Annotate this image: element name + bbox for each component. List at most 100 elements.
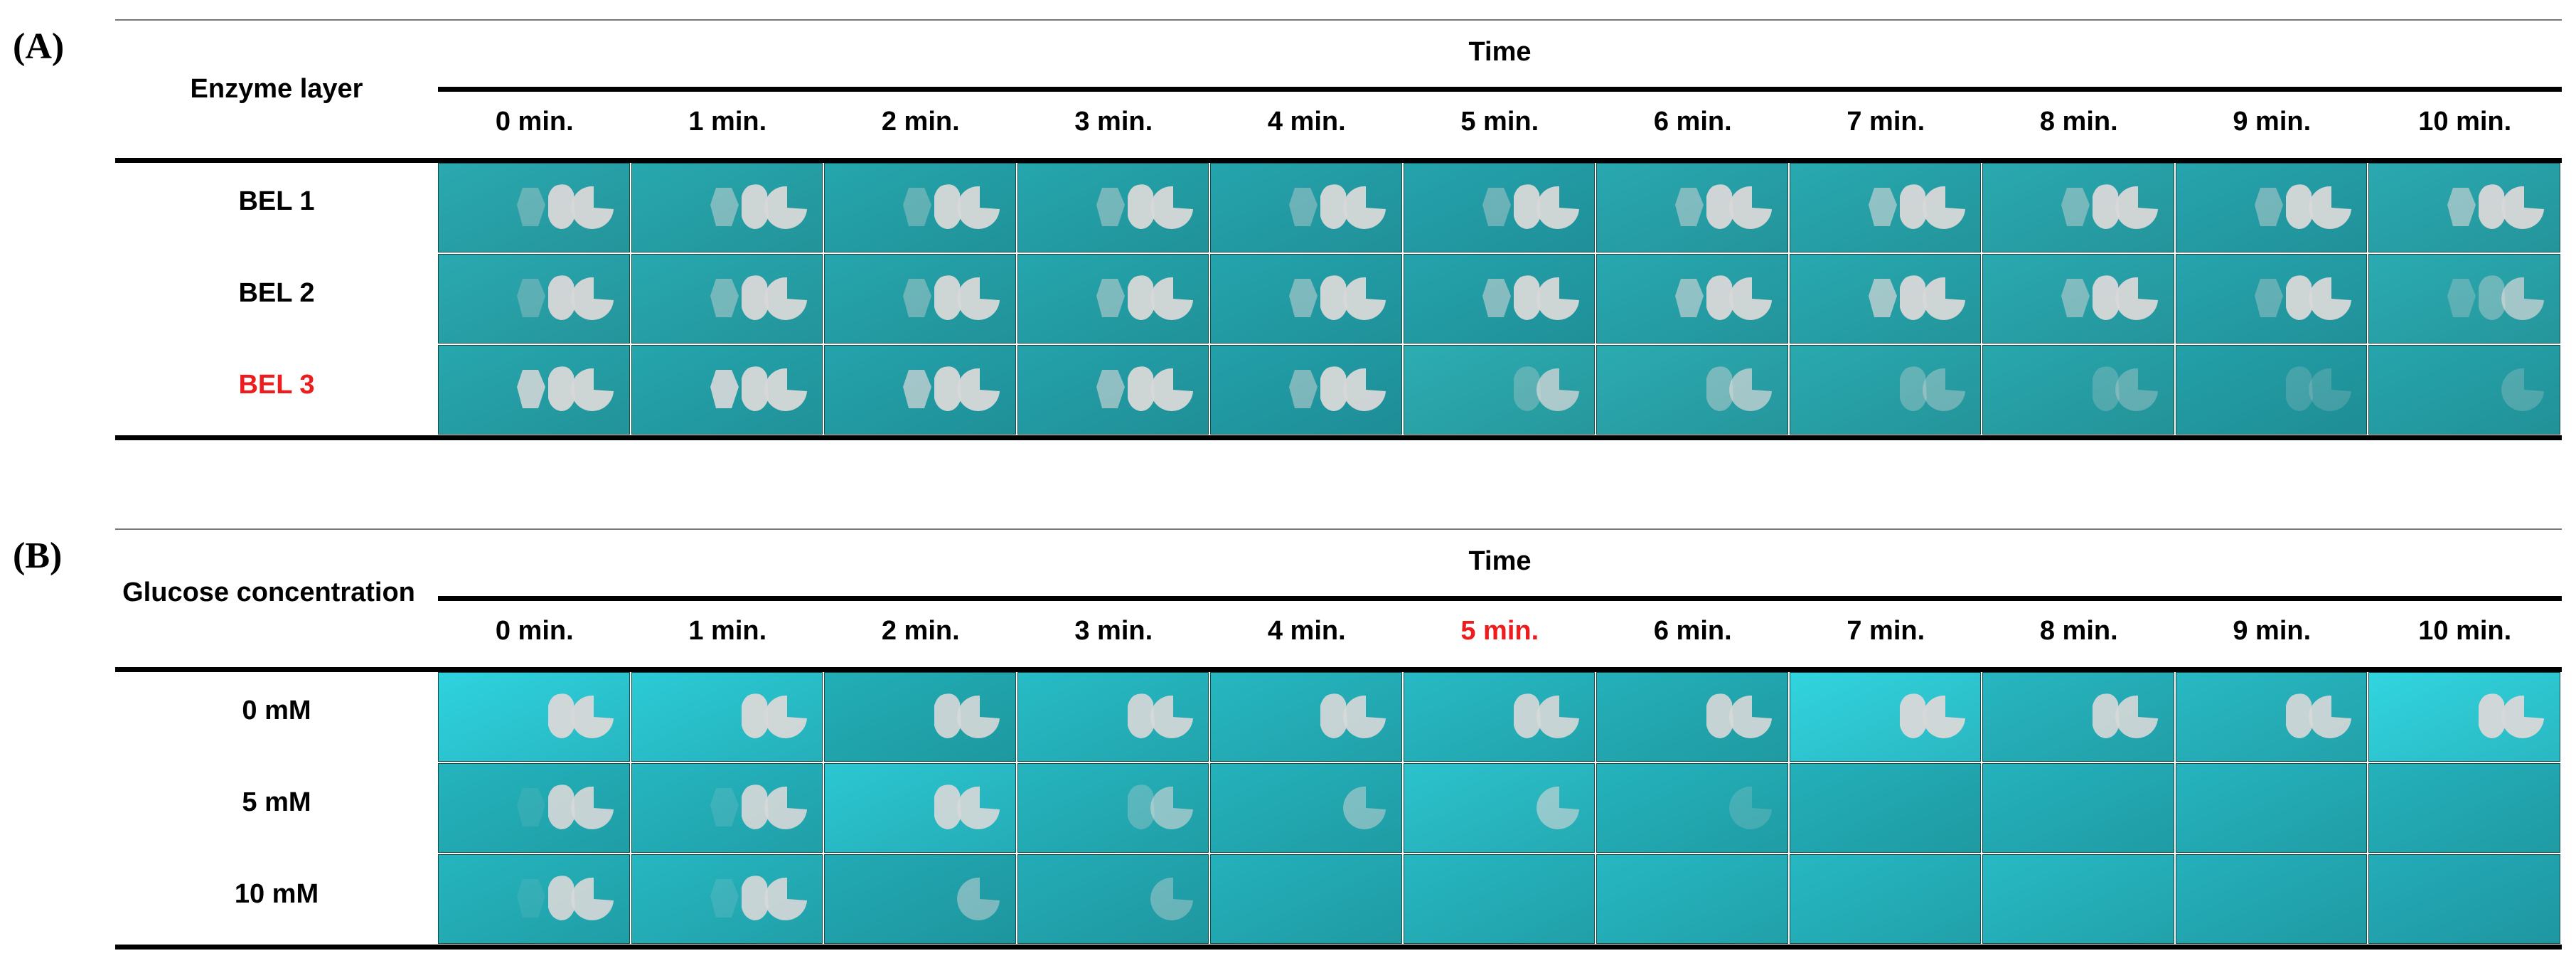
pentagon-shape	[517, 788, 545, 826]
sensor-photo	[631, 854, 823, 944]
column-header: 4 min.	[1267, 107, 1346, 137]
crescent-shape	[957, 368, 1000, 411]
crescent-shape	[1729, 695, 1772, 738]
sensor-photo	[2175, 854, 2367, 944]
row-header: Glucose concentration	[122, 578, 415, 607]
hexagon-shape	[1706, 275, 1733, 320]
crescent-shape	[2501, 277, 2544, 320]
hexagon-shape	[1127, 275, 1155, 320]
crescent-shape	[1922, 368, 1965, 411]
column-header: 8 min.	[2039, 107, 2118, 137]
pentagon-shape	[1675, 188, 1704, 226]
sensor-photo	[1403, 254, 1595, 344]
pentagon-shape	[710, 188, 739, 226]
crescent-shape	[957, 277, 1000, 320]
hexagon-shape	[548, 366, 575, 411]
pentagon-shape	[1289, 279, 1318, 317]
sensor-photo	[631, 672, 823, 762]
image-grid	[438, 672, 2562, 945]
crescent-shape	[1150, 695, 1193, 738]
crescent-shape	[571, 877, 614, 920]
hexagon-shape	[741, 366, 769, 411]
crescent-shape	[1343, 186, 1386, 229]
hexagon-shape	[1320, 366, 1347, 411]
column-header: 8 min.	[2039, 616, 2118, 646]
hexagon-shape	[1127, 784, 1155, 829]
hexagon-shape	[548, 184, 575, 229]
crescent-shape	[1729, 368, 1772, 411]
hexagon-shape	[1127, 693, 1155, 738]
row-label: BEL 3	[238, 370, 315, 400]
crescent-shape	[2308, 186, 2351, 229]
sensor-photo	[1982, 672, 2174, 762]
sensor-photo	[1017, 254, 1209, 344]
hexagon-shape	[2479, 184, 2506, 229]
row-label: 5 mM	[242, 787, 311, 817]
column-header: 3 min.	[1074, 107, 1153, 137]
hexagon-shape	[2093, 184, 2120, 229]
pentagon-shape	[2254, 279, 2283, 317]
crescent-shape	[2501, 695, 2544, 738]
crescent-shape	[1150, 877, 1193, 920]
time-rule	[438, 87, 2562, 92]
hexagon-shape	[2093, 366, 2120, 411]
hexagon-shape	[1513, 693, 1541, 738]
crescent-shape	[1150, 786, 1193, 829]
crescent-shape	[957, 786, 1000, 829]
sensor-photo	[631, 763, 823, 853]
column-header: 10 min.	[2418, 616, 2512, 646]
pentagon-shape	[2061, 188, 2090, 226]
crescent-shape	[1922, 186, 1965, 229]
crescent-shape	[764, 695, 807, 738]
pentagon-shape	[710, 279, 739, 317]
pentagon-shape	[903, 370, 931, 408]
pentagon-shape	[710, 788, 739, 826]
pentagon-shape	[517, 879, 545, 918]
hexagon-shape	[1513, 184, 1541, 229]
crescent-shape	[1536, 786, 1579, 829]
sensor-photo	[1596, 345, 1788, 435]
hexagon-shape	[1899, 693, 1927, 738]
pentagon-shape	[1096, 279, 1125, 317]
sensor-photo	[1789, 854, 1981, 944]
column-header: 2 min.	[881, 107, 960, 137]
column-header: 9 min.	[2233, 616, 2312, 646]
crescent-shape	[1343, 695, 1386, 738]
column-header: 0 min.	[495, 616, 574, 646]
crescent-shape	[1343, 786, 1386, 829]
sensor-photo	[631, 345, 823, 435]
crescent-shape	[1536, 695, 1579, 738]
hexagon-shape	[741, 876, 769, 920]
column-header: 3 min.	[1074, 616, 1153, 646]
sensor-photo	[2175, 763, 2367, 853]
column-header: 1 min.	[688, 616, 767, 646]
sensor-photo	[1982, 854, 2174, 944]
column-header: 7 min.	[1847, 616, 1925, 646]
sensor-photo	[438, 854, 630, 944]
sensor-photo	[1403, 345, 1595, 435]
crescent-shape	[1729, 186, 1772, 229]
crescent-shape	[764, 786, 807, 829]
sensor-photo	[2368, 163, 2560, 252]
hexagon-shape	[741, 275, 769, 320]
crescent-shape	[1150, 368, 1193, 411]
column-header: 7 min.	[1847, 107, 1925, 137]
sensor-photo	[824, 854, 1016, 944]
crescent-shape	[2115, 368, 2158, 411]
sensor-photo	[2368, 854, 2560, 944]
sensor-photo	[438, 163, 630, 252]
hexagon-shape	[1127, 184, 1155, 229]
bottom-rule	[115, 945, 2562, 950]
sensor-photo	[1210, 763, 1402, 853]
sensor-photo	[824, 672, 1016, 762]
hexagon-shape	[934, 693, 961, 738]
sensor-photo	[1596, 163, 1788, 252]
sensor-photo	[1017, 763, 1209, 853]
pentagon-shape	[2447, 188, 2476, 226]
hexagon-shape	[1899, 366, 1927, 411]
crescent-shape	[571, 786, 614, 829]
sensor-photo	[1982, 345, 2174, 435]
hexagon-shape	[1706, 693, 1733, 738]
hexagon-shape	[741, 184, 769, 229]
panel-a: (A) Time Enzyme layer 0 min. 1 min. 2 min.…	[0, 0, 2576, 455]
